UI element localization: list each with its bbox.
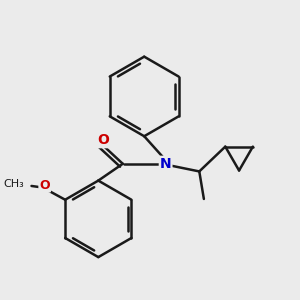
Text: CH₃: CH₃ <box>3 179 24 189</box>
Text: N: N <box>160 157 171 171</box>
Text: O: O <box>39 178 50 191</box>
Text: O: O <box>97 133 109 147</box>
